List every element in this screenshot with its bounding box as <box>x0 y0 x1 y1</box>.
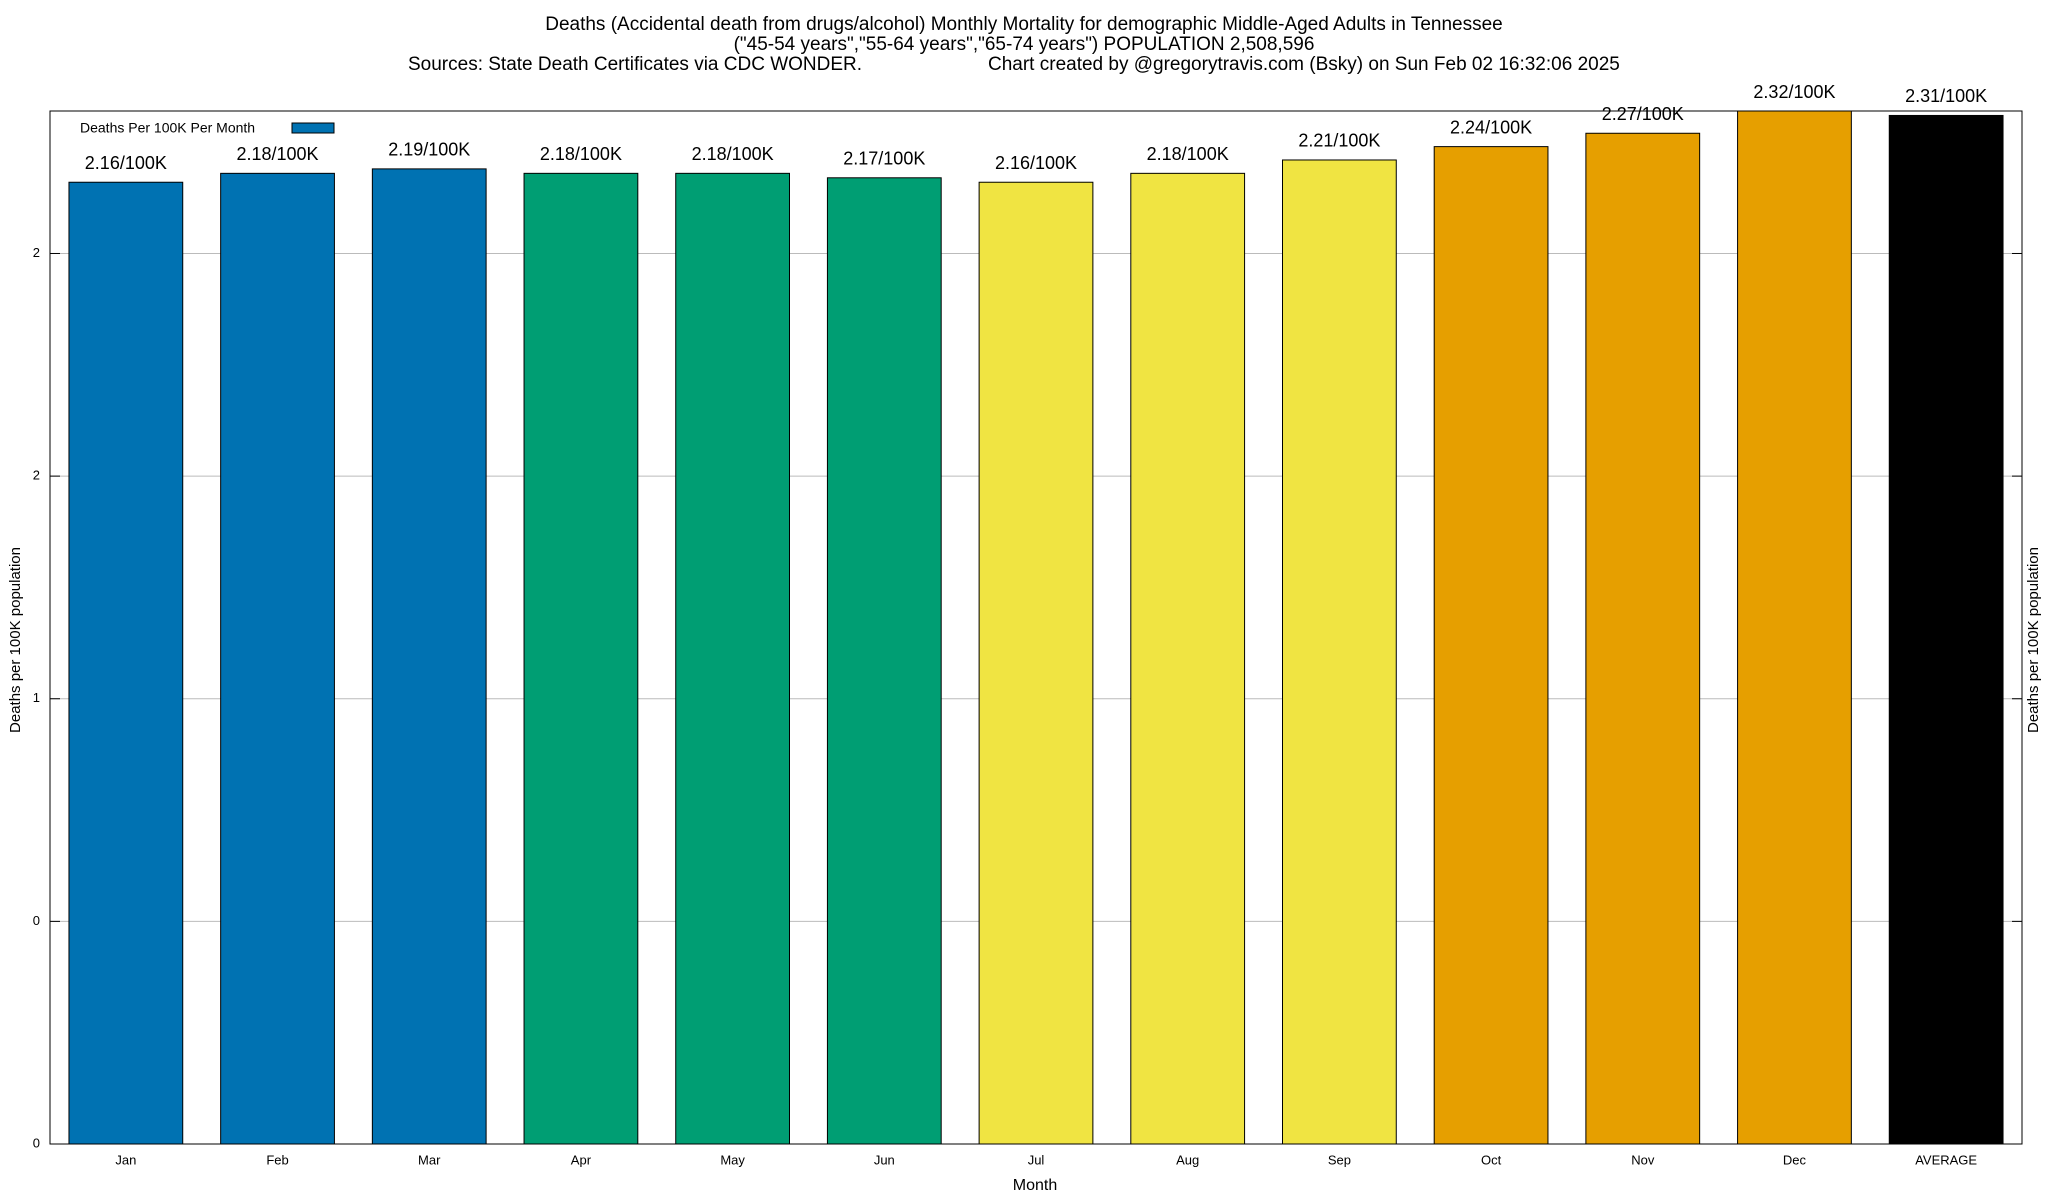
value-label: 2.24/100K <box>1450 117 1532 137</box>
value-label: 2.18/100K <box>236 144 318 164</box>
chart-subtitle: ("45-54 years","55-64 years","65-74 year… <box>734 34 1315 55</box>
bar <box>675 172 791 1145</box>
legend-label: Deaths Per 100K Per Month <box>80 120 255 136</box>
x-tick-label: Jan <box>115 1152 136 1167</box>
x-axis-label: Month <box>1013 1177 1057 1194</box>
y-axis-label: Deaths per 100K population <box>7 547 24 733</box>
y-tick-label: 1 <box>33 690 40 705</box>
x-tick-label: Nov <box>1631 1152 1655 1167</box>
y2-axis-label: Deaths per 100K population <box>2025 547 2042 733</box>
value-label: 2.21/100K <box>1298 131 1380 151</box>
bar <box>1282 159 1397 1145</box>
x-tick-label: May <box>720 1152 745 1167</box>
value-label: 2.18/100K <box>1147 144 1229 164</box>
y-tick-label: 2 <box>33 245 40 260</box>
value-label: 2.16/100K <box>85 153 167 173</box>
bar <box>371 168 487 1145</box>
bar <box>978 181 1094 1145</box>
legend-swatch <box>291 122 335 134</box>
y-tick-label: 2 <box>33 468 40 483</box>
y-tick-label: 0 <box>33 913 40 928</box>
x-tick-label: Mar <box>418 1152 441 1167</box>
value-label: 2.16/100K <box>995 153 1077 173</box>
chart-credit: Chart created by @gregorytravis.com (Bsk… <box>988 54 1620 75</box>
bar <box>826 177 942 1145</box>
value-label: 2.19/100K <box>388 140 470 160</box>
value-label: 2.31/100K <box>1905 86 1987 106</box>
x-tick-label: Jun <box>874 1152 895 1167</box>
y-tick-label: 0 <box>33 1135 40 1150</box>
x-tick-label: Sep <box>1328 1152 1351 1167</box>
bar <box>220 172 335 1145</box>
x-tick-label: Dec <box>1783 1152 1807 1167</box>
bar <box>523 172 639 1145</box>
bar <box>1130 172 1246 1145</box>
x-tick-label: Apr <box>571 1152 592 1167</box>
x-tick-label: AVERAGE <box>1915 1152 1977 1167</box>
value-label: 2.18/100K <box>692 144 774 164</box>
bar <box>1433 146 1549 1145</box>
x-tick-label: Jul <box>1028 1152 1045 1167</box>
bar <box>1737 110 1852 1145</box>
x-tick-label: Oct <box>1481 1152 1502 1167</box>
value-label: 2.17/100K <box>843 149 925 169</box>
x-tick-label: Feb <box>266 1152 288 1167</box>
value-label: 2.18/100K <box>540 144 622 164</box>
chart-title: Deaths (Accidental death from drugs/alco… <box>545 14 1503 35</box>
value-label: 2.27/100K <box>1602 104 1684 124</box>
bar <box>68 181 184 1145</box>
value-label: 2.32/100K <box>1753 82 1835 102</box>
bar <box>1585 132 1701 1145</box>
bar <box>1888 114 2004 1145</box>
chart-source: Sources: State Death Certificates via CD… <box>408 54 862 75</box>
x-tick-label: Aug <box>1176 1152 1199 1167</box>
